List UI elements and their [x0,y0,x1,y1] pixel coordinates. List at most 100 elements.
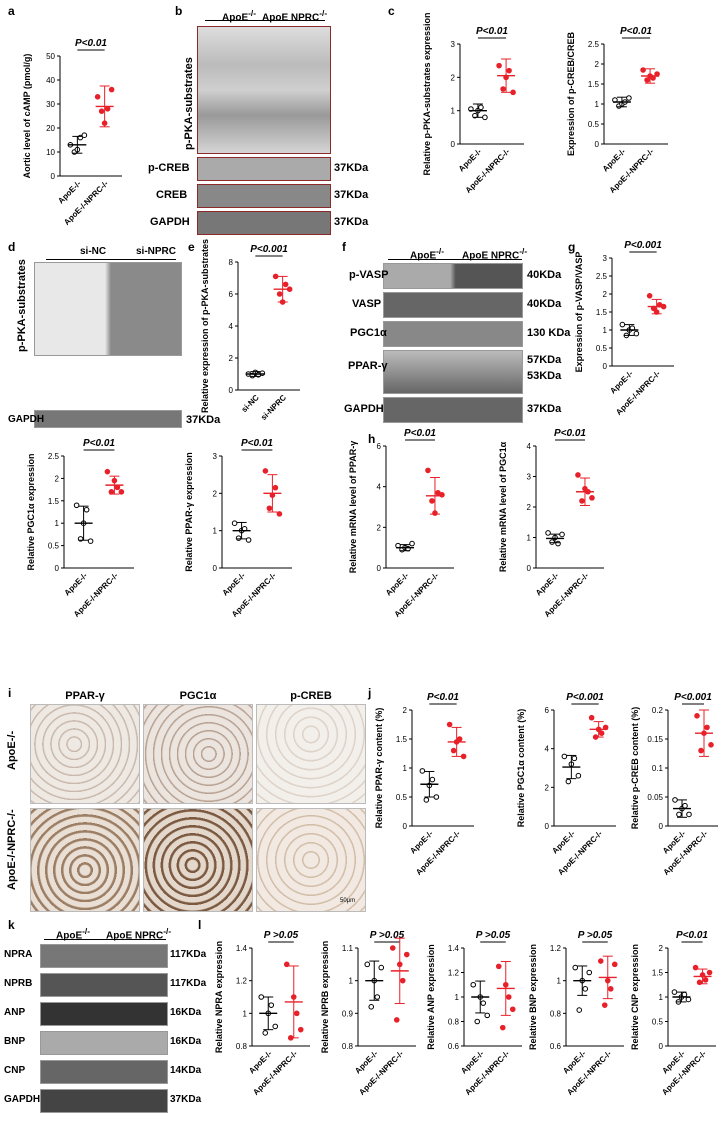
data-point [496,62,502,69]
p-value-label: P<0.01 [676,930,708,941]
data-point [495,963,502,970]
data-point [94,94,101,100]
y-axis-label: Relative mRNA level of PPAR-γ [348,441,358,574]
blot-image-anp [40,1002,168,1026]
chart-c1: 0 1 2 3 Relative p-PKA-substrates expression… [422,12,524,195]
data-point [245,537,252,543]
blot-image-nprb [40,973,168,997]
data-point [676,811,682,818]
data-point [81,132,88,138]
y-tick-label: 1.1 [342,944,354,953]
blot-image-gapdh-b [197,211,331,235]
blot-label-nprb-k: NPRB [4,978,33,989]
y-axis-label: Relative PPAR-γ expression [184,452,194,571]
data-point [555,540,561,547]
y-tick-label: 0.6 [550,1042,562,1051]
ihc-image-apoe-p-creb [256,704,366,804]
y-tick-label: 2 [595,60,600,69]
p-value-label: P<0.001 [250,244,288,255]
y-tick-label: 0 [603,362,608,371]
group-label-sinc-d: si-NC [80,246,107,257]
data-point [259,370,266,377]
data-point [262,468,269,474]
data-point [389,945,396,951]
y-tick-label: 0.1 [652,764,664,773]
chart-l1: 0.8 1 1.2 1.4 Relative NPRA expression ApoE-/… [214,930,310,1097]
x-tick-label: ApoE-/- [457,147,484,174]
y-tick-label: 3 [603,254,608,263]
y-axis-label: Expression of p-VASP/VASP [574,252,584,373]
data-point [611,961,618,968]
data-point [276,291,283,297]
blot-image-npra [40,944,168,968]
data-point [671,989,678,995]
y-tick-label: 1.2 [448,969,460,978]
y-tick-label: 0 [229,386,234,395]
blot-image-p-creb [197,157,331,181]
y-tick-label: 8 [229,258,234,267]
y-tick-label: 0.5 [596,344,608,353]
x-tick-label: ApoE-/- [408,829,435,856]
group-label-apoe-k: ApoE [56,930,83,942]
blot-label-p-vasp: p-VASP [349,269,389,281]
data-point [597,958,604,964]
data-point [708,742,714,748]
p-value-label: P<0.001 [624,240,662,251]
y-tick-label: 0 [403,822,408,831]
panel-letter-k: k [8,918,15,932]
group-label-dko-k: ApoE NPRC [106,930,164,942]
x-tick-label: ApoE-/-NPRC-/- [565,1049,613,1097]
blot-image-p-pka-d [34,262,182,356]
data-point [472,112,478,119]
kda-cnp-k: 14KDa [170,1065,202,1076]
y-tick-label: 6 [545,706,550,715]
data-point [235,535,242,541]
y-tick-label: 4 [377,483,382,492]
data-point [682,802,688,809]
data-point [549,539,555,545]
y-tick-label: 50 [46,52,55,61]
kda-gapdh-k: 37KDa [170,1094,202,1105]
kda-anp-k: 16KDa [170,1007,202,1018]
y-tick-label: 1 [557,977,562,986]
y-tick-label: 0.5 [396,793,408,802]
blot-label-anp-k: ANP [4,1007,26,1018]
y-axis-label: Expression of p-CREB/CREB [566,31,576,156]
data-point [282,281,289,288]
chart-h2: 0 1 2 3 4 Relative mRNA level of PGC1α ApoE-/-… [498,428,604,619]
y-tick-label: 2 [659,944,664,953]
data-point [429,776,436,783]
kda-p-creb: 37KDa [334,162,369,174]
y-tick-label: 0 [377,564,382,573]
data-point [510,89,516,96]
y-tick-label: 2 [545,783,550,792]
p-value-label: P >0.05 [578,930,613,941]
ihc-image-dko-p-creb [256,808,366,912]
data-point [681,991,688,998]
y-tick-label: 2 [403,706,408,715]
data-point [293,1010,300,1017]
data-point [545,530,551,536]
data-point [586,969,593,976]
data-point [266,505,273,512]
y-tick-label: 1 [243,1009,248,1018]
chart-j1: 0 0.5 1 1.5 2 Relative PPAR-γ content (%) ApoE… [374,692,474,877]
data-point [686,811,692,818]
y-tick-label: 1 [595,100,600,109]
blot-label-bnp-k: BNP [4,1036,26,1047]
y-tick-label: 0 [595,140,600,149]
chart-l2: 0.8 0.9 1 1.1 Relative NPRB expression ApoE-/… [320,930,416,1097]
y-tick-label: 0.05 [647,793,663,802]
y-tick-label: 1.5 [48,497,60,506]
data-point [582,986,589,992]
x-tick-label: ApoE-/-NPRC-/- [357,1049,405,1097]
data-point [272,1023,279,1030]
y-axis-label: Aortic level of cAMP (pmol/g) [22,54,32,179]
y-tick-label: 0.15 [647,735,663,744]
kda-gapdh-d: 37KDa [186,414,221,426]
kda-pgc1a: 130 KDa [527,327,571,339]
data-point [118,489,125,495]
y-tick-label: 6 [229,290,234,299]
kda-creb: 37KDa [334,189,369,201]
chart-g: 0 0.5 1 1.5 2 2.5 3 Expression of p-VASP/VASP Ap… [574,240,674,417]
